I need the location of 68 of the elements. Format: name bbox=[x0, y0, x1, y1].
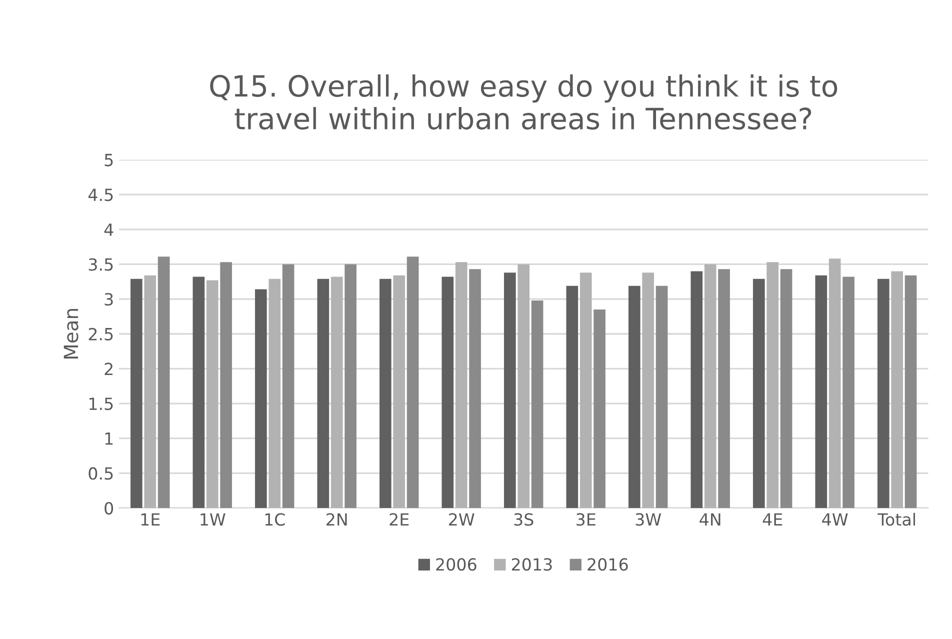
bar bbox=[780, 269, 792, 508]
bar bbox=[282, 264, 294, 508]
y-tick-label: 2 bbox=[104, 362, 112, 376]
bar bbox=[580, 272, 592, 508]
x-tick-label: 4W bbox=[822, 513, 848, 526]
bar bbox=[877, 278, 890, 508]
bar bbox=[642, 272, 654, 508]
bar bbox=[690, 271, 703, 508]
bar bbox=[904, 275, 917, 508]
x-tick-label: 2E bbox=[390, 513, 409, 526]
bar bbox=[469, 269, 481, 508]
x-tick-label: 4E bbox=[762, 513, 782, 526]
bar bbox=[828, 258, 841, 508]
y-tick-label: 0.5 bbox=[88, 467, 113, 480]
x-tick-label: 3S bbox=[514, 513, 534, 526]
bar bbox=[406, 256, 419, 508]
bar bbox=[442, 276, 454, 508]
bar bbox=[380, 278, 392, 508]
y-tick-label: 4.5 bbox=[88, 188, 113, 202]
bar bbox=[393, 275, 406, 508]
y-tick-label: 5 bbox=[104, 154, 113, 166]
x-tick-label: 3W bbox=[636, 513, 662, 526]
bar bbox=[255, 289, 267, 508]
legend-label: 2013 bbox=[512, 558, 552, 571]
bar bbox=[718, 269, 730, 508]
bar bbox=[268, 278, 281, 508]
bar bbox=[628, 286, 640, 508]
bar bbox=[842, 276, 854, 508]
bar bbox=[317, 278, 330, 508]
chart-title: Q15. Overall, how easy do you think it is to travel within urban areas in Tennessee? bbox=[210, 74, 838, 130]
legend-label: 2016 bbox=[588, 558, 628, 571]
bar bbox=[504, 272, 516, 508]
bar bbox=[130, 278, 142, 508]
bar bbox=[158, 256, 170, 508]
bar bbox=[220, 262, 232, 508]
bar bbox=[192, 276, 205, 508]
y-tick-label: 0 bbox=[104, 502, 114, 515]
bar bbox=[455, 262, 468, 508]
bar bbox=[144, 275, 156, 508]
x-tick-label: 1W bbox=[200, 513, 226, 526]
bar bbox=[566, 286, 578, 508]
bar bbox=[518, 264, 530, 508]
x-tick-label: 1C bbox=[265, 513, 285, 526]
legend-label: 2006 bbox=[436, 558, 476, 571]
bar bbox=[206, 280, 218, 508]
bar bbox=[656, 286, 668, 508]
bar bbox=[531, 300, 544, 508]
y-tick-label: 3.5 bbox=[88, 258, 113, 271]
x-tick-label: 2W bbox=[449, 513, 474, 526]
bar bbox=[815, 275, 828, 508]
bar bbox=[766, 262, 778, 508]
y-axis-title: Mean bbox=[64, 309, 78, 358]
bar bbox=[344, 264, 356, 508]
y-tick-label: 1.5 bbox=[89, 398, 113, 410]
bar bbox=[891, 271, 903, 508]
x-tick-label: Total bbox=[878, 512, 915, 526]
x-tick-label: 1E bbox=[141, 513, 160, 526]
x-tick-label: 2N bbox=[326, 513, 347, 526]
y-tick-label: 1 bbox=[105, 432, 113, 445]
bar bbox=[594, 310, 606, 508]
y-tick-label: 3 bbox=[104, 293, 113, 306]
y-tick-label: 2.5 bbox=[88, 328, 113, 340]
x-tick-label: 3E bbox=[576, 513, 596, 526]
bar bbox=[330, 276, 343, 508]
y-tick-label: 4 bbox=[104, 224, 114, 236]
bar bbox=[752, 278, 765, 508]
x-tick-label: 4N bbox=[700, 513, 720, 526]
bar bbox=[704, 264, 716, 508]
